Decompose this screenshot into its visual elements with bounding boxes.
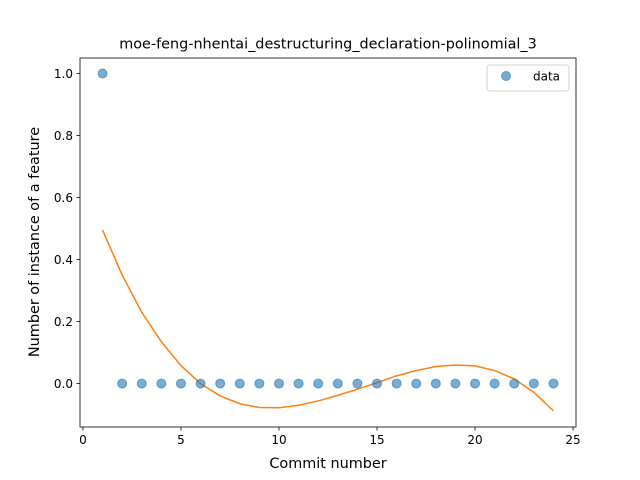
data-point xyxy=(293,378,304,389)
data-point xyxy=(430,378,441,389)
x-tick-label: 5 xyxy=(177,433,185,447)
y-tick-label: 0.8 xyxy=(54,129,73,143)
x-axis-label: Commit number xyxy=(269,456,386,472)
data-point xyxy=(411,378,422,389)
data-point xyxy=(489,378,500,389)
data-point xyxy=(175,378,186,389)
y-tick-label: 0.6 xyxy=(54,191,73,205)
data-point xyxy=(372,378,383,389)
data-point xyxy=(136,378,147,389)
y-tick-label: 0.4 xyxy=(54,253,73,267)
y-tick-label: 1.0 xyxy=(54,67,73,81)
data-point xyxy=(254,378,265,389)
axes: 0 5 10 15 20 25 0.0 0.2 0.4 0.6 0.8 1.0 xyxy=(54,57,581,447)
data-point xyxy=(273,378,284,389)
data-point xyxy=(195,378,206,389)
data-point xyxy=(117,378,128,389)
data-point xyxy=(528,378,539,389)
data-point xyxy=(548,378,559,389)
data-point xyxy=(391,378,402,389)
data-point xyxy=(352,378,363,389)
plot-area xyxy=(97,68,559,412)
x-tick-label: 20 xyxy=(467,433,482,447)
y-axis-label: Number of instance of a feature xyxy=(27,127,43,357)
data-point xyxy=(97,68,108,79)
data-point xyxy=(234,378,245,389)
data-point xyxy=(509,378,520,389)
data-point xyxy=(156,378,167,389)
data-point xyxy=(215,378,226,389)
y-tick-label: 0.2 xyxy=(54,315,73,329)
data-point xyxy=(450,378,461,389)
fit-line xyxy=(101,229,554,412)
chart-title: moe-feng-nhentai_destructuring_declarati… xyxy=(119,37,537,53)
axes-frame xyxy=(79,57,577,428)
data-point xyxy=(313,378,324,389)
data-point xyxy=(470,378,481,389)
y-tick-label: 0.0 xyxy=(54,377,73,391)
x-tick-label: 0 xyxy=(79,433,87,447)
legend-label-data: data xyxy=(533,70,560,84)
x-tick-label: 10 xyxy=(271,433,286,447)
legend-marker-data xyxy=(501,71,511,81)
x-tick-label: 15 xyxy=(369,433,384,447)
data-point xyxy=(332,378,343,389)
legend: data xyxy=(486,64,570,92)
x-tick-label: 25 xyxy=(565,433,580,447)
